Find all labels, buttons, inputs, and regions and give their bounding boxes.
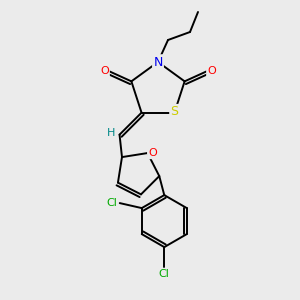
Text: S: S bbox=[170, 105, 178, 118]
Text: O: O bbox=[148, 148, 157, 158]
Text: N: N bbox=[153, 56, 163, 68]
Text: Cl: Cl bbox=[159, 269, 170, 279]
Text: O: O bbox=[207, 66, 216, 76]
Text: O: O bbox=[100, 66, 109, 76]
Text: Cl: Cl bbox=[106, 198, 117, 208]
Text: H: H bbox=[107, 128, 116, 138]
